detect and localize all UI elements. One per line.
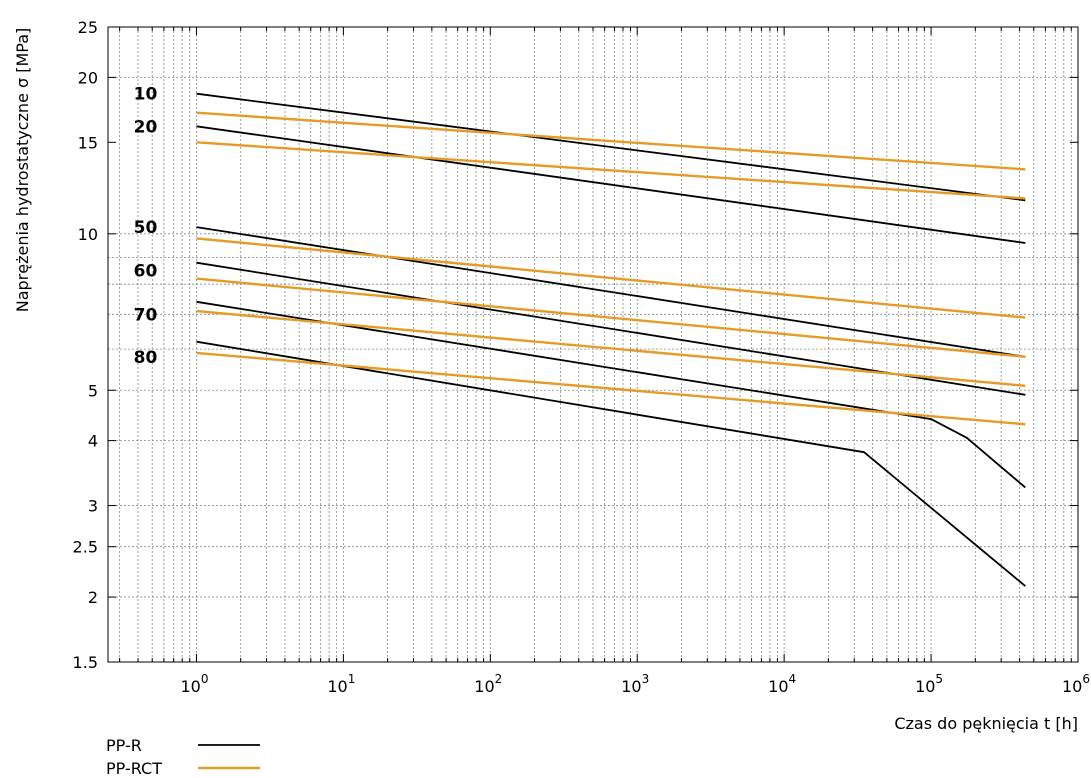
series-line-pp-rct-60 <box>196 277 1026 358</box>
x-tick-label: 100 <box>180 672 208 696</box>
temperature-label: 20 <box>134 117 158 137</box>
legend: PP-R PP-RCT <box>106 736 260 778</box>
legend-label-pp-r: PP-R <box>106 736 142 755</box>
temperature-label: 10 <box>134 85 158 105</box>
temperature-label: 70 <box>134 305 158 325</box>
y-tick-label: 2 <box>88 588 98 607</box>
y-tick-label: 10 <box>78 225 98 244</box>
y-tick-label: 4 <box>88 432 98 451</box>
x-tick-label-exponent: 0 <box>201 672 209 686</box>
series-line-pp-r-80 <box>196 340 1026 587</box>
x-tick-label-base: 10 <box>1062 677 1082 696</box>
y-tick-label: 2.5 <box>73 538 98 557</box>
x-tick-label-exponent: 6 <box>1082 672 1090 686</box>
axis-ticks <box>108 26 1079 663</box>
x-tick-label-exponent: 2 <box>495 672 503 686</box>
x-tick-label: 104 <box>768 672 796 696</box>
series-line-pp-r-50 <box>196 226 1026 358</box>
y-tick-label: 1.5 <box>73 653 98 672</box>
y-axis-title: Naprężenia hydrostatyczne σ [MPa] <box>13 28 32 313</box>
x-tick-label-base: 10 <box>768 677 788 696</box>
x-tick-label: 102 <box>474 672 502 696</box>
y-tick-label: 3 <box>88 497 98 516</box>
x-tick-label: 105 <box>915 672 943 696</box>
x-tick-label-exponent: 3 <box>642 672 650 686</box>
x-tick-label-exponent: 4 <box>789 672 797 686</box>
x-tick-label-base: 10 <box>621 677 641 696</box>
y-tick-label: 25 <box>78 18 98 37</box>
x-tick-label: 101 <box>327 672 355 696</box>
temperature-labels: 10 20 50 60 70 80 <box>134 85 158 368</box>
x-axis-title: Czas do pęknięcia t [h] <box>894 714 1078 733</box>
y-tick-labels: 1.5 2 2.5 3 4 5 10 15 20 25 <box>73 18 98 672</box>
grid <box>108 27 1078 662</box>
x-tick-labels: 100 101 102 103 104 105 106 <box>180 672 1090 696</box>
series-line-pp-rct-50 <box>196 237 1026 319</box>
x-tick-label-base: 10 <box>474 677 494 696</box>
x-tick-label-base: 10 <box>327 677 347 696</box>
x-tick-label-exponent: 5 <box>935 672 943 686</box>
x-tick-label-base: 10 <box>915 677 935 696</box>
series-lines <box>196 92 1026 587</box>
x-tick-label-base: 10 <box>180 677 200 696</box>
temperature-label: 60 <box>134 261 158 281</box>
series-line-pp-r-20 <box>196 125 1026 244</box>
series-line-pp-r-10 <box>196 92 1026 202</box>
y-tick-label: 15 <box>78 133 98 152</box>
temperature-label: 50 <box>134 218 158 238</box>
legend-label-pp-rct: PP-RCT <box>106 759 162 778</box>
series-line-pp-rct-20 <box>196 141 1026 200</box>
temperature-label: 80 <box>134 348 158 368</box>
series-line-pp-rct-10 <box>196 111 1026 171</box>
y-tick-label: 20 <box>78 68 98 87</box>
x-tick-label-exponent: 1 <box>348 672 356 686</box>
x-tick-label: 103 <box>621 672 649 696</box>
y-tick-label: 5 <box>88 381 98 400</box>
series-line-pp-r-70 <box>196 300 1026 489</box>
series-line-pp-rct-80 <box>196 351 1026 426</box>
x-tick-label: 106 <box>1062 672 1090 696</box>
series-line-pp-rct-70 <box>196 309 1026 387</box>
